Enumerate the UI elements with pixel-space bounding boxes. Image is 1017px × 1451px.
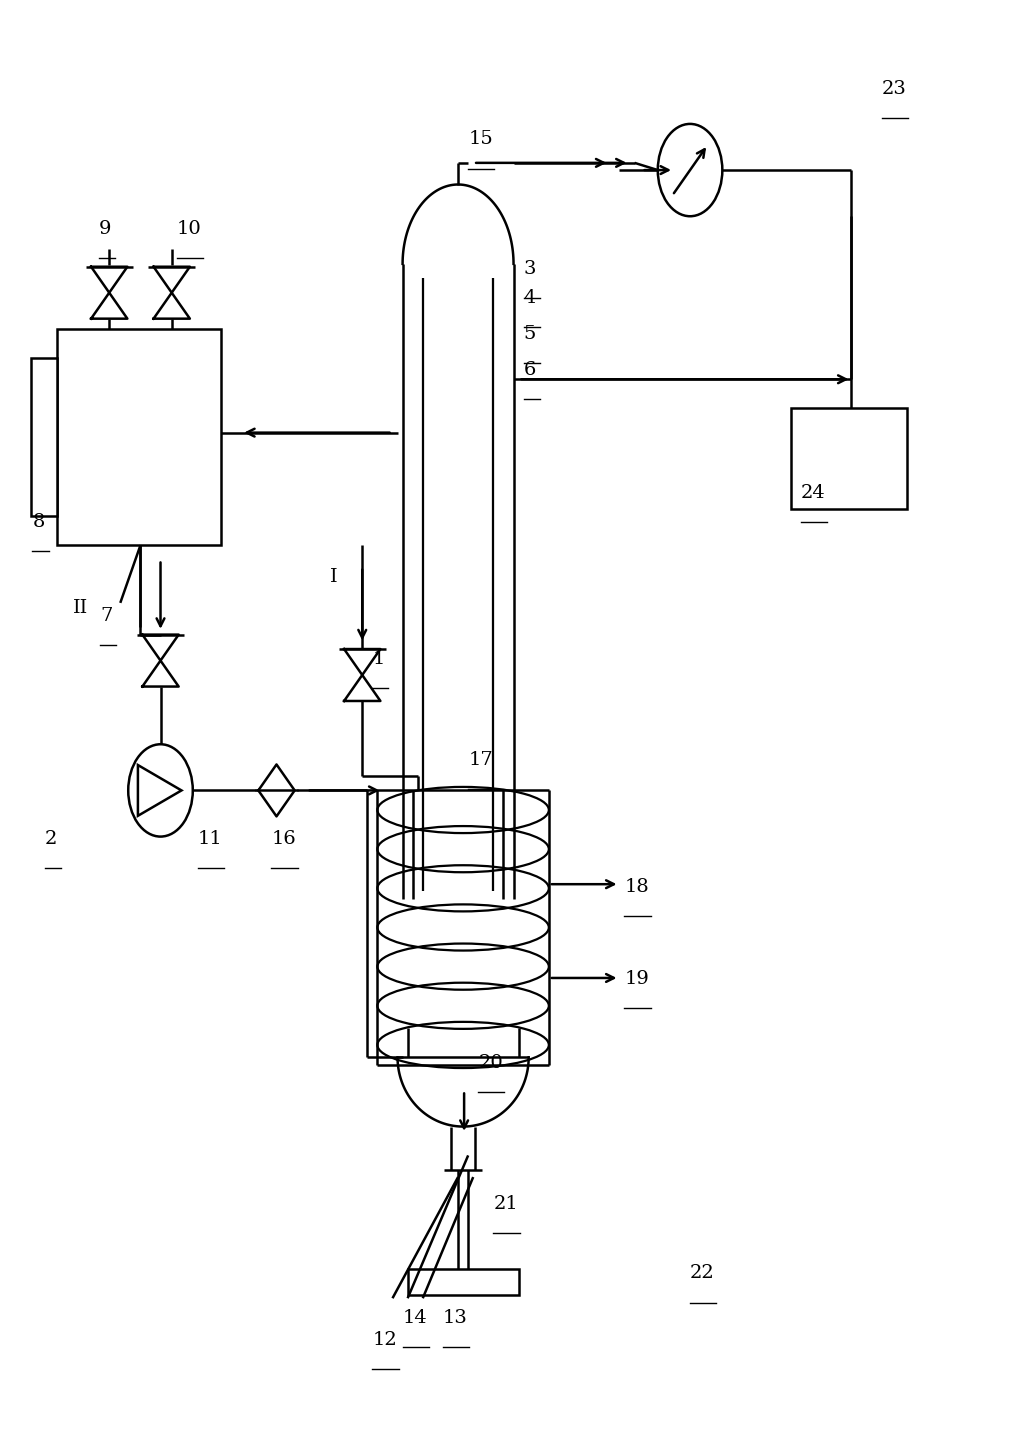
Text: 8: 8 bbox=[33, 512, 45, 531]
Bar bbox=[408, 1270, 519, 1296]
Text: 15: 15 bbox=[468, 131, 493, 148]
Text: 13: 13 bbox=[443, 1309, 468, 1328]
Bar bbox=[791, 408, 907, 509]
Text: 12: 12 bbox=[372, 1331, 397, 1349]
Text: 24: 24 bbox=[801, 483, 826, 502]
Text: 2: 2 bbox=[45, 830, 57, 849]
Text: 18: 18 bbox=[624, 878, 649, 895]
Text: 9: 9 bbox=[99, 221, 112, 238]
Text: 7: 7 bbox=[100, 607, 113, 624]
Text: 1: 1 bbox=[372, 650, 384, 667]
Text: 5: 5 bbox=[524, 325, 536, 344]
Text: 3: 3 bbox=[524, 260, 536, 279]
Text: 20: 20 bbox=[478, 1053, 503, 1072]
Text: I: I bbox=[330, 567, 338, 586]
Text: II: II bbox=[73, 599, 88, 617]
Text: 21: 21 bbox=[493, 1196, 518, 1213]
Bar bbox=[57, 329, 221, 546]
Text: 10: 10 bbox=[177, 221, 201, 238]
Text: 11: 11 bbox=[198, 830, 223, 849]
Text: 6: 6 bbox=[524, 361, 536, 379]
Text: 22: 22 bbox=[691, 1264, 715, 1283]
Text: 16: 16 bbox=[272, 830, 296, 849]
Text: 4: 4 bbox=[524, 289, 536, 308]
Bar bbox=[32, 357, 57, 517]
Text: 19: 19 bbox=[624, 971, 650, 988]
Text: 17: 17 bbox=[468, 750, 493, 769]
Text: 14: 14 bbox=[403, 1309, 427, 1328]
Text: 23: 23 bbox=[882, 80, 906, 97]
